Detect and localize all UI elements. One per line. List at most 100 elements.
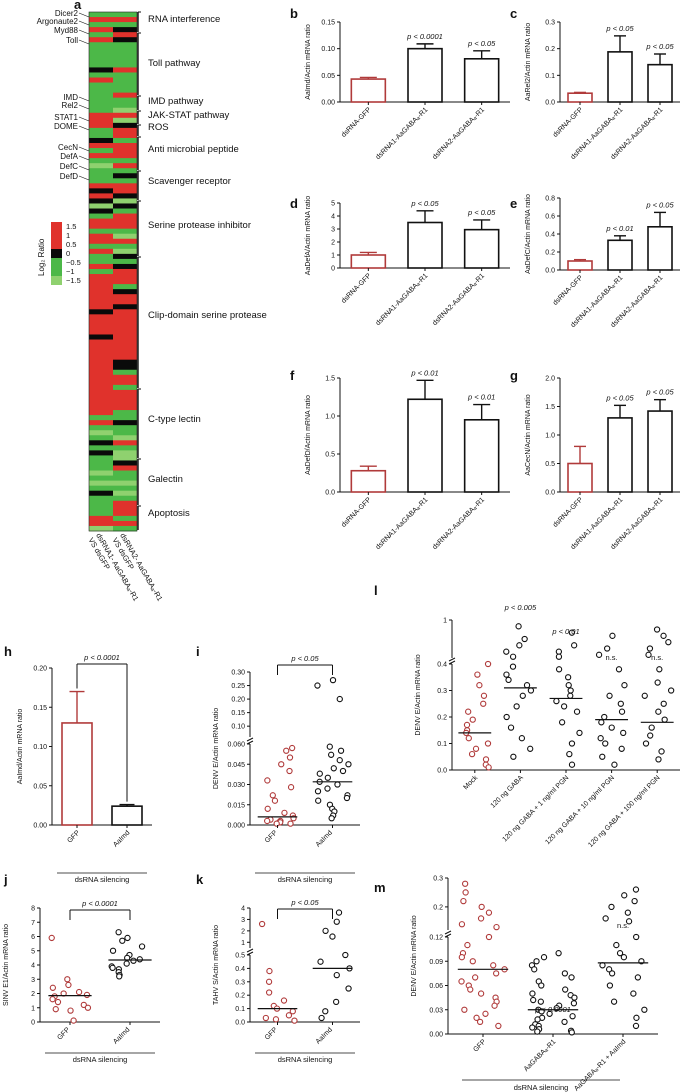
p-value-label: p < 0.05 xyxy=(605,393,634,402)
data-point xyxy=(484,740,492,747)
y-tick-label: 1 xyxy=(241,940,245,947)
gene-label: DefC xyxy=(60,162,78,171)
data-point xyxy=(75,988,83,996)
data-point xyxy=(610,998,618,1005)
data-point xyxy=(505,676,512,684)
chart-panel-h: h 0.00 0.05 0.10 0.15 0.20 AaImd/Actin mRNA ra… xyxy=(4,644,152,884)
heatmap-cell xyxy=(89,97,113,104)
data-point xyxy=(343,794,351,802)
heatmap-cell xyxy=(113,515,137,522)
heatmap-cell xyxy=(113,510,137,517)
y-tick-label: 0.20 xyxy=(33,666,47,673)
gene-leader-line xyxy=(78,175,90,181)
gene-leader-line xyxy=(78,116,90,122)
heatmap-cell xyxy=(113,485,137,492)
data-point xyxy=(568,1029,575,1036)
gene-label: DefA xyxy=(60,152,78,161)
data-point xyxy=(83,991,91,999)
heatmap-cell xyxy=(89,379,113,386)
x-tick-label: dsRNA2-AaGABAₐ-R1 xyxy=(431,106,486,161)
data-point xyxy=(130,957,137,964)
heatmap-cell xyxy=(113,203,137,209)
data-point xyxy=(503,648,510,655)
y-tick-label: 3 xyxy=(241,917,245,924)
heatmap-cell xyxy=(89,107,113,114)
data-point xyxy=(624,909,631,916)
data-point xyxy=(567,687,574,694)
category-label: IMD pathway xyxy=(148,96,204,107)
heatmap-cell xyxy=(89,369,113,376)
data-point xyxy=(654,679,661,686)
heatmap-cell xyxy=(113,500,137,507)
y-tick-label: 0.4 xyxy=(437,662,447,669)
legend-swatch xyxy=(51,276,62,285)
legend-swatch xyxy=(51,240,62,249)
heatmap-cell xyxy=(113,17,137,23)
p-value-label: p < 0.0001 xyxy=(83,653,120,662)
heatmap-cell xyxy=(113,319,137,325)
data-point xyxy=(67,1007,74,1014)
p-value-label: p < 0.0001 xyxy=(406,32,443,41)
axis-break-mark xyxy=(246,737,254,742)
data-point xyxy=(618,745,625,752)
y-tick-label: 0.30 xyxy=(231,670,245,677)
data-point xyxy=(613,941,620,949)
heatmap-cell xyxy=(113,304,137,310)
p-value-label: p < 0.05 xyxy=(645,200,674,209)
bar xyxy=(61,722,93,826)
heatmap-cell xyxy=(89,440,113,446)
y-tick-label: 0.06 xyxy=(429,983,443,990)
y-tick-label: 0.3 xyxy=(545,20,555,27)
data-point xyxy=(529,1024,536,1031)
gene-label: Argonaute2 xyxy=(37,17,79,26)
heatmap-cell xyxy=(89,158,113,164)
category-label: Scavenger receptor xyxy=(148,176,231,187)
heatmap-cell xyxy=(89,495,113,502)
heatmap-cell xyxy=(89,233,113,240)
legend-tick-label: −1.5 xyxy=(66,276,81,285)
gene-leader-line xyxy=(78,96,90,102)
x-tick-label: dsRNA-GFP xyxy=(552,274,585,307)
heatmap-cell xyxy=(113,425,137,431)
data-point xyxy=(264,805,271,812)
heatmap-cell xyxy=(89,314,113,320)
data-point xyxy=(598,719,605,726)
bar xyxy=(567,462,593,493)
heatmap-cell xyxy=(89,127,113,134)
y-tick-label: 0.03 xyxy=(429,1007,443,1014)
y-tick-label: 1.5 xyxy=(325,376,335,383)
data-point xyxy=(465,708,472,715)
data-point xyxy=(490,962,497,969)
heatmap-cell xyxy=(113,410,137,416)
heatmap-cell xyxy=(89,163,113,169)
data-point xyxy=(566,750,573,758)
data-point xyxy=(80,1001,87,1009)
x-tick-label: AaImd xyxy=(315,1026,334,1045)
bar xyxy=(350,254,387,269)
heatmap-cell xyxy=(113,299,137,305)
data-point xyxy=(283,747,290,754)
heatmap-cell xyxy=(113,218,137,225)
data-point xyxy=(280,997,288,1004)
heatmap-cell xyxy=(113,67,137,73)
heatmap-cell xyxy=(89,153,113,159)
heatmap-cell xyxy=(89,510,113,517)
chart-panel-j: j 0 1 2 3 4 5 6 7 8 SINV E1/Actin mRNA ratio GFP AaI… xyxy=(3,872,160,1064)
data-point xyxy=(468,750,476,758)
data-point xyxy=(335,909,343,916)
heatmap-cell xyxy=(89,258,113,265)
y-tick-label: 0.0 xyxy=(437,768,447,775)
data-point xyxy=(509,663,517,670)
data-point xyxy=(478,903,485,911)
category-label: JAK-STAT pathway xyxy=(148,110,230,121)
data-point xyxy=(461,880,469,887)
data-point xyxy=(561,970,569,977)
data-point xyxy=(469,958,476,965)
heatmap-cell xyxy=(113,193,137,199)
bar xyxy=(567,92,593,103)
heatmap-cell xyxy=(113,359,137,366)
gene-label: Dicer2 xyxy=(55,9,79,18)
data-point xyxy=(467,986,474,993)
heatmap-cell xyxy=(89,475,113,482)
